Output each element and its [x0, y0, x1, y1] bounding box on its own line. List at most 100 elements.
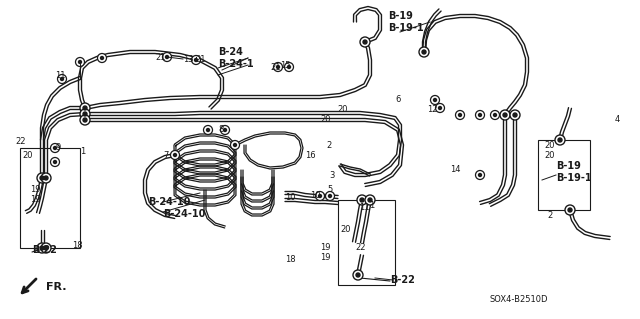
Circle shape [357, 195, 367, 205]
Circle shape [273, 63, 282, 71]
Circle shape [83, 106, 87, 110]
Circle shape [166, 56, 168, 58]
Circle shape [37, 173, 47, 183]
Circle shape [276, 65, 280, 69]
Circle shape [195, 58, 198, 62]
Circle shape [503, 113, 507, 117]
Circle shape [513, 113, 517, 117]
Circle shape [435, 103, 445, 113]
Text: 20: 20 [544, 151, 554, 160]
Circle shape [365, 195, 375, 205]
Circle shape [76, 57, 84, 66]
Text: 21: 21 [155, 53, 166, 62]
Circle shape [80, 109, 90, 119]
Circle shape [230, 140, 239, 150]
Circle shape [568, 208, 572, 212]
Text: 10: 10 [310, 190, 321, 199]
Circle shape [490, 110, 499, 120]
Text: 22: 22 [15, 137, 26, 146]
Text: 14: 14 [450, 166, 461, 174]
Circle shape [326, 191, 335, 201]
Text: 7: 7 [163, 151, 168, 160]
Text: 2: 2 [547, 211, 552, 220]
Circle shape [316, 191, 324, 201]
Circle shape [368, 198, 372, 202]
Text: 11: 11 [55, 71, 65, 80]
Circle shape [44, 176, 48, 180]
Circle shape [234, 144, 237, 146]
Circle shape [356, 273, 360, 277]
Circle shape [54, 160, 56, 164]
Text: 20: 20 [544, 140, 554, 150]
Text: 13: 13 [183, 55, 194, 63]
Circle shape [493, 114, 497, 116]
Circle shape [163, 53, 172, 62]
Circle shape [558, 138, 562, 142]
Text: 12: 12 [427, 106, 438, 115]
Circle shape [360, 37, 370, 47]
Circle shape [353, 270, 363, 280]
Circle shape [360, 198, 364, 202]
Circle shape [58, 75, 67, 84]
Text: 20: 20 [320, 115, 330, 124]
Circle shape [100, 56, 104, 60]
Text: 19: 19 [320, 243, 330, 253]
Bar [538, 140, 590, 210]
Text: 20: 20 [22, 151, 33, 160]
Text: 18: 18 [285, 256, 296, 264]
Circle shape [319, 195, 321, 197]
Text: 19: 19 [320, 254, 330, 263]
Text: 11: 11 [359, 204, 369, 212]
Text: 9: 9 [55, 144, 60, 152]
Text: 20: 20 [337, 106, 348, 115]
Circle shape [173, 153, 177, 157]
Text: SOX4-B2510D: SOX4-B2510D [490, 295, 548, 305]
Circle shape [40, 246, 44, 250]
Text: 4: 4 [615, 115, 620, 124]
Circle shape [476, 170, 484, 180]
Circle shape [221, 125, 230, 135]
Text: 21: 21 [270, 63, 280, 72]
Circle shape [328, 195, 332, 197]
Circle shape [41, 243, 51, 253]
Text: 19: 19 [30, 196, 40, 204]
Circle shape [191, 56, 200, 64]
Text: 18: 18 [72, 241, 83, 250]
Text: 16: 16 [305, 151, 316, 160]
Circle shape [431, 95, 440, 105]
Text: B-19
B-19-1: B-19 B-19-1 [556, 161, 591, 183]
Circle shape [207, 129, 209, 131]
Circle shape [51, 144, 60, 152]
Circle shape [479, 174, 481, 176]
Text: 22: 22 [355, 243, 365, 253]
Circle shape [419, 47, 429, 57]
Text: 19: 19 [30, 186, 40, 195]
Circle shape [83, 112, 87, 116]
Text: B-24-10: B-24-10 [148, 197, 190, 207]
Text: 2: 2 [326, 142, 332, 151]
Text: 10: 10 [285, 194, 296, 203]
Circle shape [456, 110, 465, 120]
Circle shape [97, 54, 106, 63]
Circle shape [40, 176, 44, 180]
Circle shape [285, 63, 294, 71]
Text: B-22: B-22 [390, 275, 415, 285]
Text: 8: 8 [218, 125, 223, 135]
Circle shape [510, 110, 520, 120]
Circle shape [438, 107, 442, 109]
Circle shape [422, 50, 426, 54]
Circle shape [51, 158, 60, 167]
Circle shape [458, 114, 461, 116]
Circle shape [41, 173, 51, 183]
Text: FR.: FR. [46, 282, 67, 292]
Circle shape [479, 114, 481, 116]
Circle shape [44, 246, 48, 250]
Circle shape [79, 61, 81, 63]
Text: 20: 20 [340, 226, 351, 234]
Text: 1: 1 [369, 202, 374, 211]
Text: 5: 5 [327, 186, 332, 195]
Circle shape [170, 151, 179, 160]
Text: 21: 21 [195, 56, 205, 64]
Text: B-24-10: B-24-10 [163, 209, 205, 219]
Circle shape [80, 103, 90, 113]
